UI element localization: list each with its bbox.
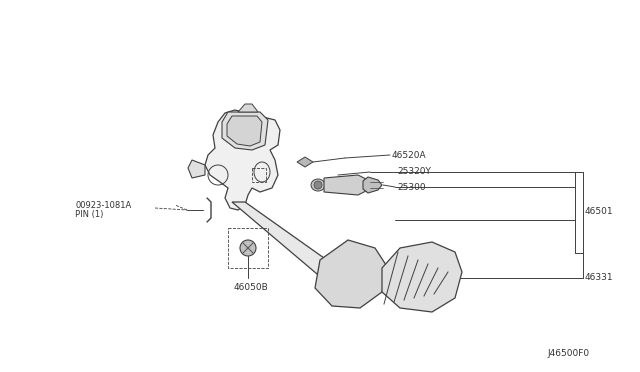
Circle shape <box>314 181 322 189</box>
Text: 25300: 25300 <box>397 183 426 192</box>
Text: 00923-1081A: 00923-1081A <box>75 201 131 209</box>
Polygon shape <box>188 160 205 178</box>
Polygon shape <box>382 242 462 312</box>
Polygon shape <box>297 157 313 167</box>
Circle shape <box>240 240 256 256</box>
Polygon shape <box>324 175 370 195</box>
Ellipse shape <box>311 179 325 191</box>
Polygon shape <box>315 240 388 308</box>
Polygon shape <box>205 110 280 210</box>
Polygon shape <box>227 116 262 146</box>
Text: J46500F0: J46500F0 <box>548 349 590 358</box>
Polygon shape <box>238 104 258 112</box>
Text: 46520A: 46520A <box>392 151 427 160</box>
Polygon shape <box>222 112 268 150</box>
Text: 25320Y: 25320Y <box>397 167 431 176</box>
Text: 46050B: 46050B <box>234 283 269 292</box>
Polygon shape <box>232 202 348 285</box>
Text: 46501: 46501 <box>585 208 614 217</box>
Polygon shape <box>363 177 382 193</box>
Text: 46331: 46331 <box>585 273 614 282</box>
Text: PIN (1): PIN (1) <box>75 211 104 219</box>
